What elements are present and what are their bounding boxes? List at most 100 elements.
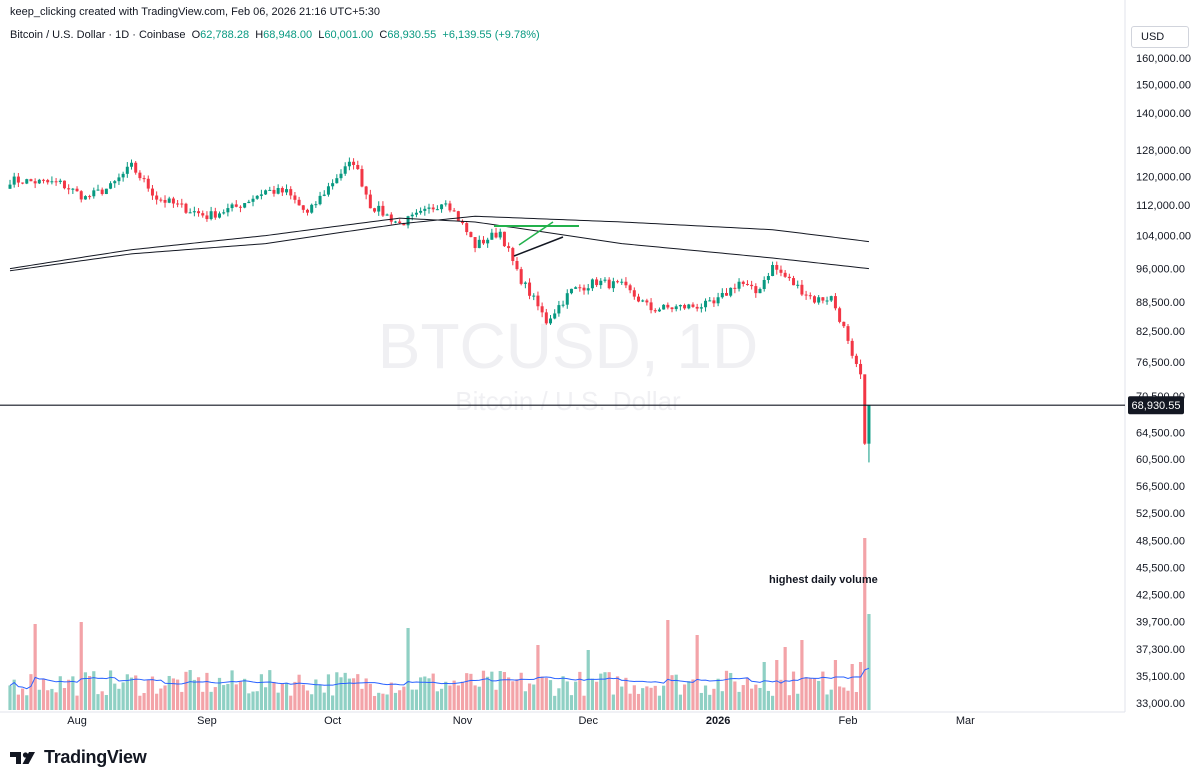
volume-bar [766, 690, 770, 710]
candle [821, 297, 825, 304]
volume-bar [465, 673, 469, 710]
high-label: H [255, 29, 264, 41]
price-tick-label: 35,100.00 [1136, 671, 1185, 683]
candle [113, 179, 117, 188]
volume-bar [263, 687, 268, 710]
trendline-lower-drawing[interactable] [513, 236, 564, 257]
drawings [494, 221, 579, 257]
volume-bar [142, 693, 146, 710]
candle [100, 187, 104, 196]
time-tick-label: Mar [956, 715, 975, 727]
candle [850, 338, 854, 359]
candle [842, 321, 846, 328]
candle [310, 203, 314, 214]
volume-bar [188, 670, 192, 710]
currency-selector[interactable]: USD [1131, 26, 1189, 48]
tradingview-logo[interactable]: TradingView [10, 747, 147, 768]
volume-bar [632, 685, 636, 710]
volume-bar [833, 660, 838, 710]
volume-annotation[interactable]: highest daily volume [769, 574, 878, 586]
volume-bar [155, 693, 159, 710]
volume-bar [322, 692, 326, 710]
volume-bar [515, 679, 519, 710]
symbol-legend[interactable]: Bitcoin / U.S. Dollar · 1D · Coinbase O6… [10, 29, 540, 41]
symbol-name[interactable]: Bitcoin / U.S. Dollar · 1D · Coinbase [10, 29, 186, 41]
candle [632, 287, 636, 300]
candle [846, 324, 850, 345]
volume-bar [456, 685, 460, 710]
volume-bar [544, 678, 548, 710]
price-axis[interactable]: 160,000.00 150,000.00 140,000.00 128,000.00… [1136, 53, 1191, 710]
volume-bar [138, 695, 142, 710]
candle [234, 200, 238, 208]
candle [339, 169, 343, 181]
volume-bar [758, 687, 762, 710]
volume-bar [293, 681, 297, 710]
volume-bar [578, 671, 582, 710]
time-tick-label: Feb [839, 715, 858, 727]
candle [695, 303, 699, 312]
candle [67, 184, 71, 195]
volume-bar [620, 686, 624, 710]
candle [745, 280, 749, 286]
volume-bar [649, 687, 653, 710]
time-axis[interactable]: Aug Sep Oct Nov Dec 2026 Feb Mar [67, 715, 975, 727]
volume-bar [272, 681, 276, 710]
candle [607, 277, 611, 290]
candle [775, 261, 779, 275]
candle [305, 208, 309, 216]
volume-bar [150, 676, 155, 710]
volume-bar [486, 676, 490, 710]
time-tick-label: Oct [324, 715, 341, 727]
volume-bar [490, 671, 494, 710]
candle [699, 303, 703, 313]
candle [456, 210, 460, 222]
volume-bar [331, 695, 335, 710]
candle [645, 298, 649, 306]
volume-bar [205, 672, 209, 710]
candles [8, 157, 871, 463]
candle [712, 297, 716, 307]
candle [322, 190, 326, 197]
volume-bar [79, 622, 83, 710]
volume-bar [691, 679, 695, 710]
candle [352, 158, 356, 170]
candle [25, 178, 29, 185]
candle [796, 280, 800, 289]
candle [431, 204, 435, 213]
volume-bar [289, 695, 293, 710]
close-label: C [379, 29, 388, 41]
volume-bar [481, 670, 486, 710]
candle [737, 278, 741, 292]
trendline-upper-drawing[interactable] [518, 221, 554, 246]
candle [481, 236, 485, 245]
candle [486, 237, 490, 248]
volume-bar [729, 672, 733, 710]
volume-bar [628, 693, 632, 710]
candle [569, 288, 573, 295]
candle [641, 299, 645, 303]
volume-bar [25, 695, 29, 710]
volume-bar [368, 683, 372, 710]
candle [762, 276, 766, 292]
candle [226, 203, 230, 217]
volume-bar [360, 688, 364, 710]
volume-bar [674, 674, 678, 710]
candle [733, 283, 737, 294]
candle [259, 189, 263, 200]
volume-bar [858, 662, 863, 710]
low-label: L [318, 29, 325, 41]
volume-bar [201, 691, 205, 710]
candle [511, 246, 515, 266]
candle [758, 287, 762, 294]
volume-bar [431, 673, 435, 710]
volume-bar [247, 693, 251, 710]
volume-bar [712, 688, 716, 710]
volume-bar [565, 681, 569, 710]
candle [117, 173, 121, 185]
candle [75, 186, 79, 192]
volume-bar [88, 676, 92, 710]
candle [167, 196, 171, 204]
candle [171, 196, 175, 208]
